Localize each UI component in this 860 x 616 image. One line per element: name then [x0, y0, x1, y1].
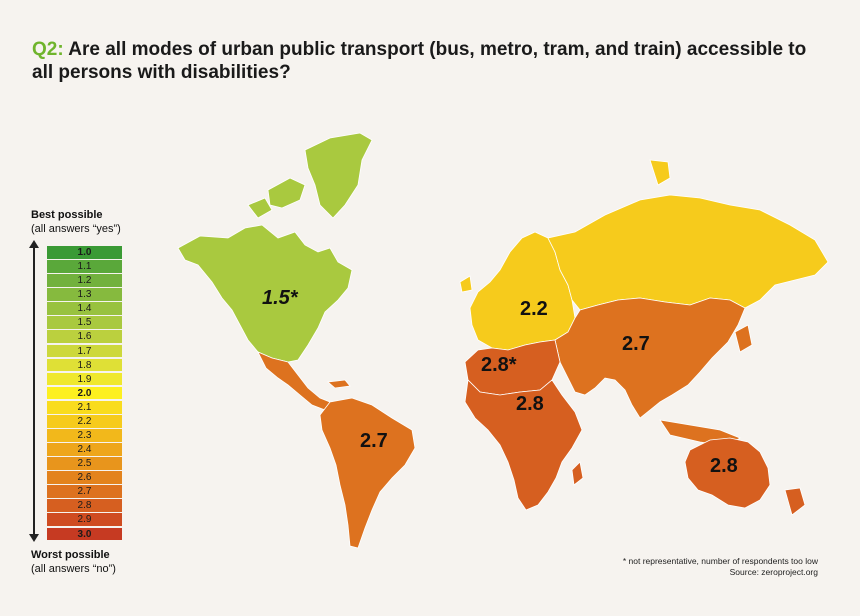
legend-scale: 1.0 1.1 1.2 1.3 1.4 1.5 1.6 1.7 1.8 1.9 2.0 2.1 2.2 2…: [47, 246, 122, 542]
legend-best-note: (all answers “yes”): [31, 223, 121, 235]
region-australia: [684, 437, 806, 516]
region-south-america: [319, 397, 416, 549]
region-arctic-islands: [247, 177, 306, 219]
legend-swatch: 2.0: [47, 386, 122, 400]
footnote: * not representative, number of responde…: [623, 556, 818, 578]
region-russia: [547, 159, 829, 311]
footnote-note: * not representative, number of responde…: [622, 556, 818, 566]
legend-swatch: 2.2: [47, 414, 122, 428]
legend-best: Best possible (all answers “yes”): [31, 208, 121, 236]
legend-axis: [33, 246, 35, 538]
arrow-down-icon: [29, 534, 39, 542]
legend-worst-note: (all answers “no”): [31, 563, 116, 575]
legend-swatch: 1.4: [47, 302, 122, 315]
label-oceania: 2.8: [710, 455, 738, 477]
legend-swatch: 2.5: [47, 457, 122, 470]
region-sub-saharan-africa: [464, 379, 584, 511]
footnote-source: Source: zeroproject.org: [729, 567, 818, 577]
legend-swatch: 1.6: [47, 330, 122, 344]
legend-swatch: 1.2: [47, 274, 122, 287]
legend-swatch: 2.9: [47, 513, 122, 527]
label-latin-america: 2.7: [360, 430, 388, 452]
legend-swatch: 1.3: [47, 288, 122, 301]
region-asia: [554, 297, 753, 447]
chart-title: Q2: Are all modes of urban public transp…: [32, 38, 832, 84]
legend-swatch: 3.0: [47, 527, 122, 541]
legend-swatch: 1.7: [47, 344, 122, 358]
legend-swatch: 2.4: [47, 443, 122, 456]
question-number: Q2:: [32, 39, 64, 60]
legend-swatch: 2.3: [47, 429, 122, 442]
legend-worst-label: Worst possible: [31, 549, 110, 561]
legend-swatch: 1.8: [47, 358, 122, 372]
label-north-america: 1.5*: [262, 287, 298, 309]
legend-swatch: 2.7: [47, 485, 122, 499]
legend-swatch: 2.6: [47, 471, 122, 484]
legend-swatch: 2.8: [47, 499, 122, 513]
region-greenland: [304, 132, 373, 219]
label-europe: 2.2: [520, 298, 548, 320]
label-north-africa: 2.8*: [481, 354, 517, 376]
question-text: Are all modes of urban public transport …: [32, 39, 807, 83]
legend-worst: Worst possible (all answers “no”): [31, 548, 116, 576]
arrow-up-icon: [29, 240, 39, 248]
label-sub-saharan-africa: 2.8: [516, 393, 544, 415]
legend-swatch: 1.9: [47, 372, 122, 386]
label-asia: 2.7: [622, 333, 650, 355]
legend-swatch: 1.1: [47, 260, 122, 273]
legend-swatch: 2.1: [47, 400, 122, 414]
legend-swatch: 1.5: [47, 316, 122, 330]
region-north-america: [177, 224, 353, 363]
legend-best-label: Best possible: [31, 209, 103, 221]
legend-swatch: 1.0: [47, 246, 122, 259]
